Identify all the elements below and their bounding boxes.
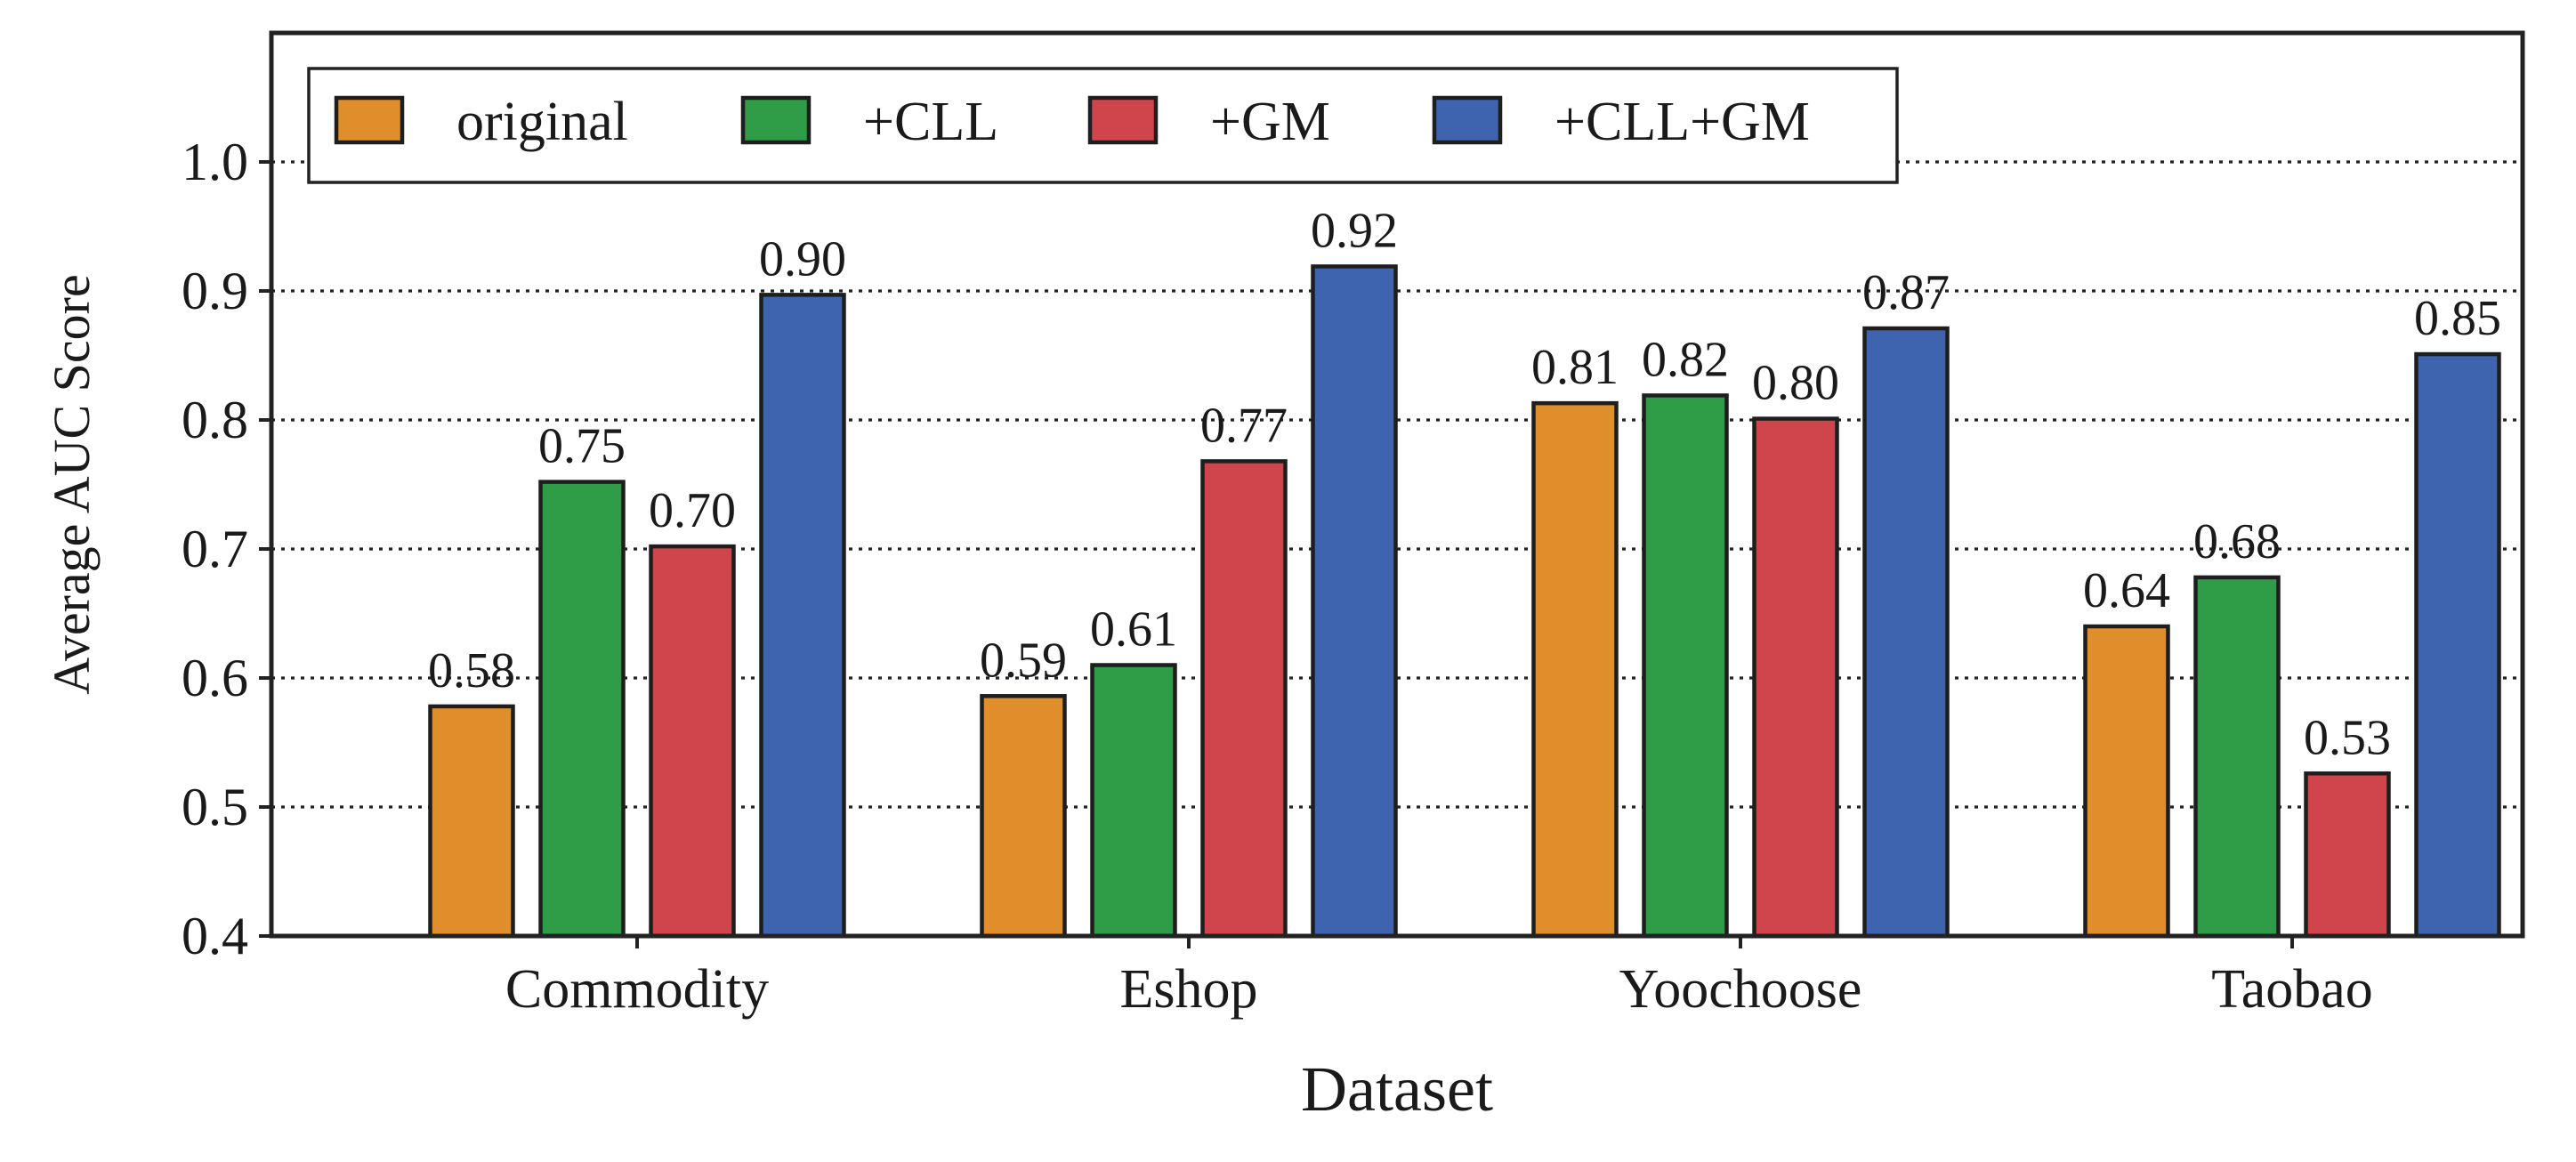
data-label: 0.59 [980,633,1067,688]
data-label: 0.70 [649,483,736,538]
legend-swatch [1087,95,1159,145]
plot-frame [269,30,2525,939]
y-tick-label: 1.0 [182,133,248,191]
legend-swatch [334,95,405,145]
x-axis-label: Dataset [1301,1053,1493,1125]
bars [428,264,2501,939]
legend-swatch [1432,95,1503,145]
bar-commodity-original [428,704,515,939]
y-tick-label: 0.9 [182,262,248,320]
y-axis-ticks: 0.4 0.5 0.6 0.7 0.8 0.9 1.0 [182,133,271,965]
bar-yoochoose-original [1531,400,1619,939]
y-axis-label: Average AUC Score [43,274,101,694]
data-label: 0.80 [1752,356,1839,411]
bar-yoochoose-plus-cll [1642,393,1729,939]
bar-eshop-original [980,694,1067,939]
bar-eshop-plus-cllplus-gm [1311,264,1398,939]
legend-label: original [456,92,628,152]
x-axis-ticks: Commodity Eshop Yoochoose Taobao [505,936,2373,1020]
data-label: 0.68 [2193,514,2281,569]
legend: original +CLL +GM +CLL+GM [307,67,1899,184]
data-label: 0.53 [2304,710,2391,765]
data-label: 0.90 [759,231,846,286]
data-label: 0.87 [1862,265,1950,320]
data-label: 0.77 [1200,398,1288,453]
legend-label: +GM [1210,92,1330,152]
bar-commodity-plus-gm [649,544,736,939]
bar-commodity-plus-cllplus-gm [759,293,846,939]
bar-yoochoose-plus-gm [1752,416,1839,939]
legend-label: +CLL+GM [1554,92,1810,152]
y-tick-label: 0.7 [182,520,248,578]
data-label: 0.92 [1311,203,1398,258]
data-label: 0.75 [538,419,626,474]
legend-label: +CLL [863,92,998,152]
data-label: 0.58 [428,643,515,698]
y-tick-label: 0.8 [182,391,248,449]
y-tick-label: 0.5 [182,778,248,836]
data-label: 0.61 [1090,602,1177,658]
data-label: 0.82 [1642,332,1729,387]
bar-eshop-plus-gm [1200,459,1288,939]
bar-eshop-plus-cll [1090,663,1177,939]
x-tick-label: Yoochoose [1619,959,1862,1020]
x-tick-label: Eshop [1120,959,1258,1020]
legend-swatch [740,95,812,145]
data-label: 0.85 [2414,291,2501,346]
bar-taobao-plus-gm [2304,771,2391,939]
bar-taobao-plus-cllplus-gm [2414,351,2501,939]
data-label: 0.64 [2083,563,2170,618]
bar-yoochoose-plus-cllplus-gm [1862,326,1950,939]
bar-commodity-plus-cll [538,480,626,939]
bar-taobao-plus-cll [2193,575,2281,939]
x-tick-label: Commodity [505,959,769,1020]
data-label: 0.81 [1531,340,1619,395]
y-tick-label: 0.6 [182,649,248,707]
x-tick-label: Taobao [2211,959,2373,1020]
data-labels: 0.58 0.75 0.70 0.90 0.59 0.61 0.77 0.92 0.81 0.82… [428,203,2501,765]
bar-taobao-original [2083,624,2170,939]
y-tick-label: 0.4 [182,907,248,965]
